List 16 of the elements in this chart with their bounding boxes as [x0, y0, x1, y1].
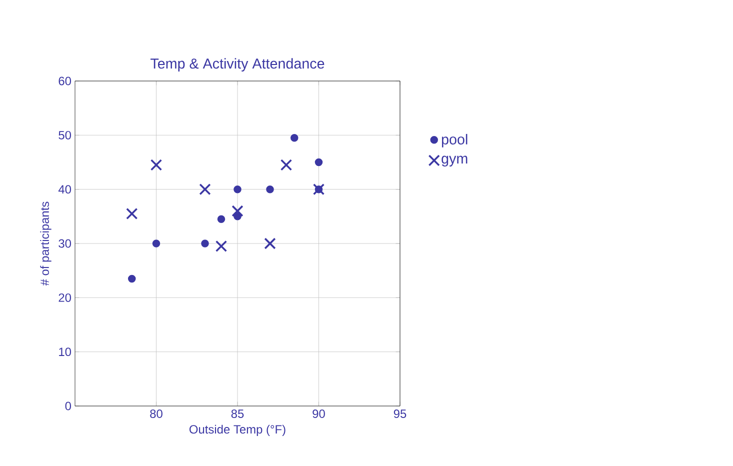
y-tick-label: 60 — [58, 76, 72, 86]
chart-title: Temp & Activity Attendance — [150, 58, 324, 72]
y-tick-label: 10 — [59, 348, 72, 356]
legend-label: pool — [442, 134, 468, 148]
x-tick-label: 95 — [394, 410, 406, 418]
y-tick-label: 20 — [58, 293, 72, 302]
x-tick-label: 80 — [150, 410, 162, 418]
x-tick-label: 90 — [312, 410, 325, 418]
x-axis-title: Outside Temp (°F) — [190, 424, 286, 436]
x-tick-label: 85 — [231, 410, 244, 418]
y-tick-label: 50 — [58, 130, 72, 140]
legend-label: gym — [442, 156, 468, 166]
y-axis-title: # of participants — [40, 202, 52, 286]
y-tick-label: 40 — [58, 185, 72, 194]
y-tick-label: 0 — [65, 402, 72, 410]
y-tick-label: 30 — [58, 239, 72, 248]
